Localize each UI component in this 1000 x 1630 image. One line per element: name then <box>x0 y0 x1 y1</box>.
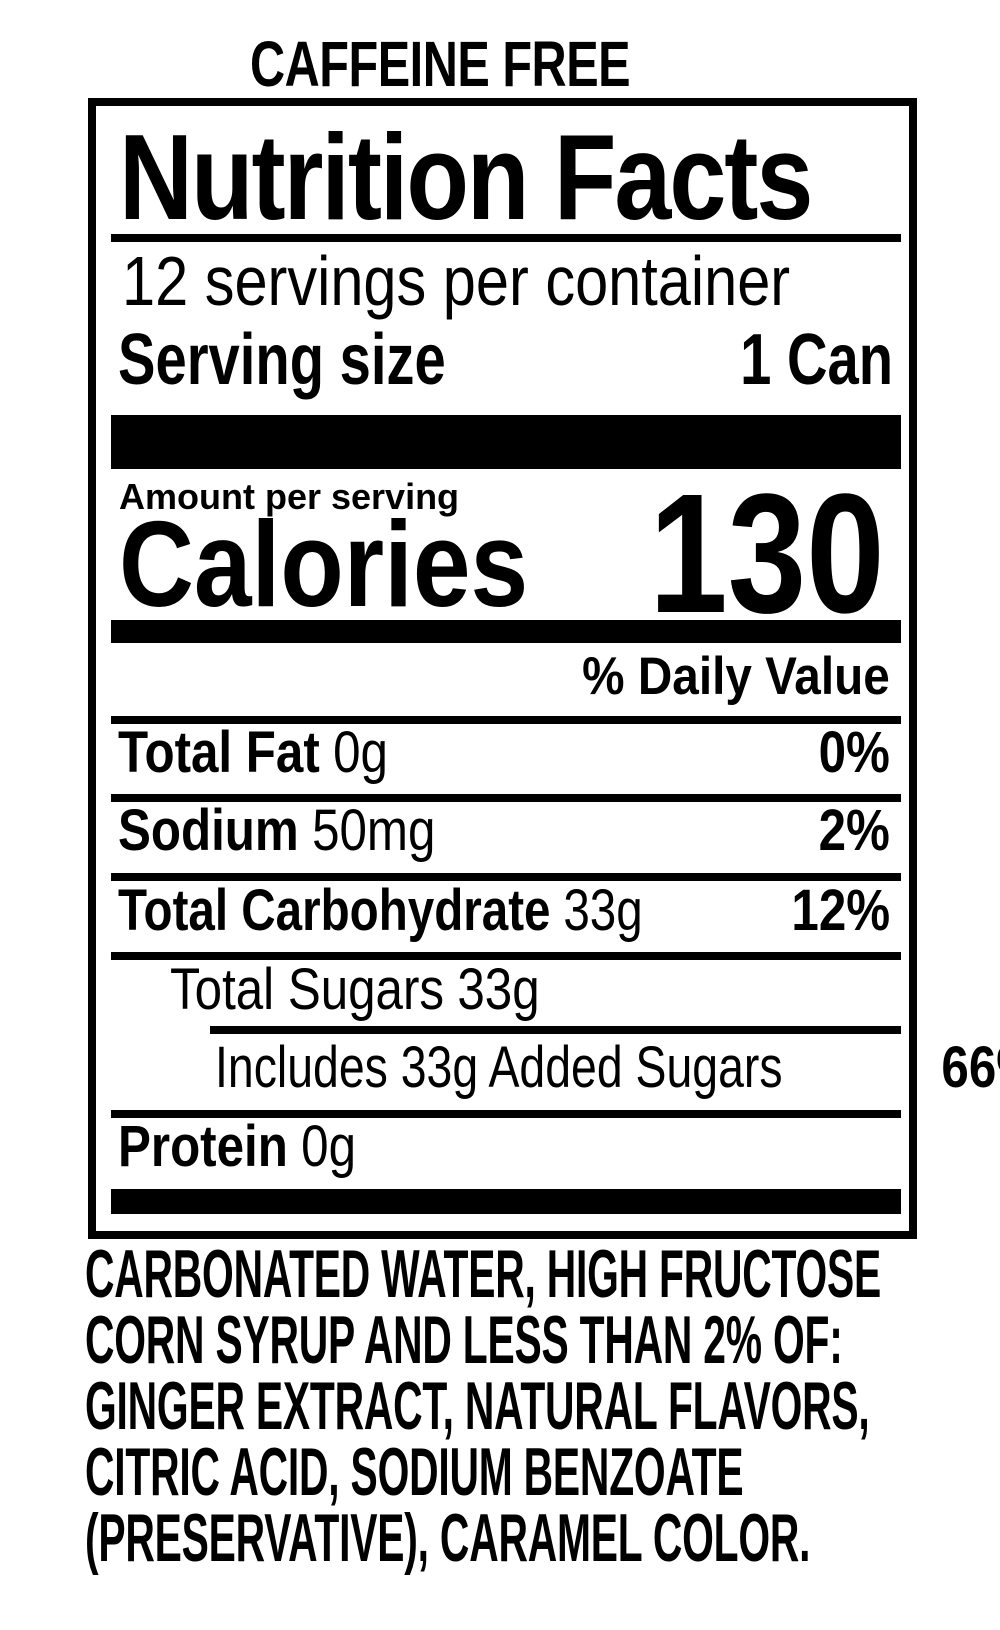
daily-value-header: % Daily Value <box>548 650 890 703</box>
nutrient-daily-value: 2% <box>818 798 890 863</box>
nutrient-cell: Includes 33g Added Sugars <box>215 1039 783 1097</box>
ingredients-line: CITRIC ACID, SODIUM BENZOATE <box>85 1434 744 1510</box>
nutrition-facts-box: Nutrition Facts 12 servings per containe… <box>88 98 1000 1239</box>
nutrient-daily-value: 0% <box>818 720 890 785</box>
divider <box>111 1110 901 1118</box>
thick-separator-bar-bottom <box>111 1189 901 1214</box>
row-sodium: Sodium 50mg 2% <box>118 802 890 860</box>
nutrient-name: Includes 33g Added Sugars <box>215 1035 783 1100</box>
nutrient-cell: Total Carbohydrate 33g <box>118 882 643 940</box>
calories-value: 130 <box>601 469 885 639</box>
thick-separator-bar-top <box>111 415 901 469</box>
nutrient-amount: 33g <box>563 878 643 943</box>
amount-per-serving-label: Amount per serving <box>119 476 460 517</box>
row-total-fat: Total Fat 0g 0% <box>118 724 890 782</box>
row-added-sugars: Includes 33g Added Sugars 66% <box>215 1039 1000 1097</box>
divider <box>111 716 901 724</box>
nutrient-daily-value: 12% <box>791 878 890 943</box>
serving-size-label: Serving size <box>118 320 446 400</box>
calories-value-text: 130 <box>649 459 885 649</box>
serving-size-value: 1 Can <box>740 320 893 400</box>
nutrient-name: Protein <box>118 1114 288 1179</box>
servings-per-container: 12 servings per container <box>122 246 908 316</box>
nutrient-name: Total Sugars <box>170 957 445 1022</box>
divider <box>111 952 901 960</box>
servings-per-container-text: 12 servings per container <box>122 242 791 320</box>
ingredients-line: CORN SYRUP AND LESS THAN 2% OF: <box>85 1302 843 1378</box>
caffeine-free-badge: CAFFEINE FREE <box>0 32 1000 96</box>
divider <box>111 873 901 881</box>
calories-label: Calories <box>119 503 600 625</box>
ingredients-text: CARBONATED WATER, HIGH FRUCTOSE CORN SYR… <box>85 1236 1000 1576</box>
nutrient-cell: Total Fat 0g <box>118 724 388 782</box>
nutrient-amount: 33g <box>457 957 540 1022</box>
ingredients-line: (PRESERVATIVE), CARAMEL COLOR. <box>85 1500 811 1576</box>
nutrient-cell: Total Sugars 33g <box>170 961 540 1019</box>
daily-value-header-text: % Daily Value <box>582 647 890 706</box>
nutrient-name: Total Fat <box>118 720 320 785</box>
nutrient-cell: Protein 0g <box>118 1118 356 1176</box>
nutrient-name: Total Carbohydrate <box>118 878 551 943</box>
nutrient-name: Sodium <box>118 798 299 863</box>
ingredients-line: GINGER EXTRACT, NATURAL FLAVORS, <box>85 1368 870 1444</box>
nutrient-cell: Sodium 50mg <box>118 802 435 860</box>
row-protein: Protein 0g <box>118 1118 890 1176</box>
nutrient-amount: 0g <box>333 720 388 785</box>
ingredients-line: CARBONATED WATER, HIGH FRUCTOSE <box>85 1236 882 1312</box>
row-total-carbohydrate: Total Carbohydrate 33g 12% <box>118 882 890 940</box>
row-total-sugars: Total Sugars 33g <box>170 961 890 1019</box>
added-sugars-divider <box>210 1026 901 1034</box>
nutrient-amount: 0g <box>301 1114 356 1179</box>
nutrient-amount: 50mg <box>312 798 436 863</box>
calories-label-text: Calories <box>119 496 529 632</box>
nutrition-facts-title: Nutrition Facts <box>119 109 813 245</box>
thick-separator-bar-mid <box>111 620 901 643</box>
divider <box>111 794 901 802</box>
serving-size-row: Serving size 1 Can <box>118 324 893 396</box>
title-divider <box>111 234 901 242</box>
caffeine-free-text: CAFFEINE FREE <box>249 28 631 100</box>
nutrient-daily-value: 66% <box>941 1035 1000 1100</box>
